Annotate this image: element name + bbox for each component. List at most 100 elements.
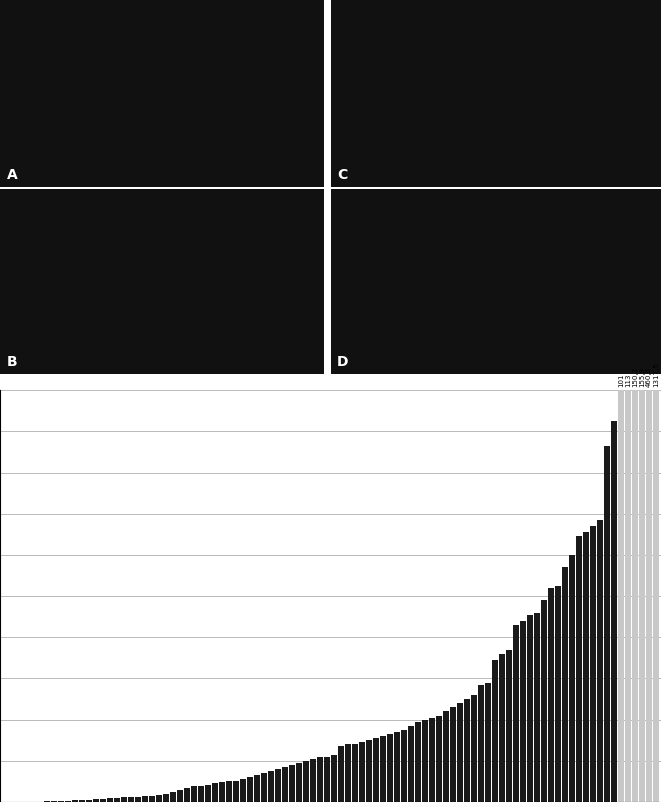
Bar [408,726,414,802]
Bar [366,740,371,802]
Bar [345,744,351,802]
Bar [520,621,526,802]
Bar [583,533,589,802]
Bar [282,767,288,802]
Bar [618,390,624,802]
Bar [212,784,217,802]
Bar [254,776,260,802]
Text: C: C [337,168,348,181]
Bar [604,446,610,802]
Text: 113: 113 [625,374,631,387]
Bar [499,654,505,802]
Text: 155,9: 155,9 [639,367,645,387]
Bar [380,736,386,802]
Bar [114,798,120,802]
Bar [555,585,561,802]
Bar [142,796,148,802]
Bar [401,730,407,802]
Bar [72,800,78,802]
Bar [373,738,379,802]
Bar [457,703,463,802]
Text: 1317,5: 1317,5 [653,363,659,387]
Bar [436,715,442,802]
Bar [541,600,547,802]
Text: 460,6: 460,6 [646,367,652,387]
Bar [0,189,324,375]
Bar [479,685,484,802]
Text: A: A [7,168,17,181]
Bar [415,722,421,802]
Bar [485,683,491,802]
Text: 101: 101 [618,374,624,387]
Bar [268,771,274,802]
Bar [653,390,659,802]
Bar [352,744,358,802]
Bar [233,780,239,802]
Bar [149,796,155,802]
Bar [450,707,456,802]
Bar [527,614,533,802]
Bar [422,719,428,802]
Text: 150,3: 150,3 [632,367,638,387]
Bar [240,780,246,802]
Bar [444,711,449,802]
Bar [107,798,113,802]
Bar [331,755,337,802]
Bar [471,695,477,802]
Bar [0,0,324,187]
Bar [226,781,232,802]
Bar [191,786,197,802]
Bar [611,421,617,802]
Bar [387,734,393,802]
Bar [290,765,295,802]
Bar [93,799,98,802]
Bar [513,625,519,802]
Bar [310,759,316,802]
Bar [65,800,71,802]
Bar [639,390,645,802]
Bar [633,390,638,802]
Bar [598,520,603,802]
Bar [590,526,596,802]
Bar [177,790,182,802]
Bar [646,390,652,802]
Bar [394,732,400,802]
Bar [247,777,253,802]
Bar [205,784,211,802]
Bar [625,390,631,802]
Bar [359,743,365,802]
Text: B: B [7,354,17,369]
Bar [506,650,512,802]
Bar [534,613,540,802]
Bar [219,782,225,802]
Bar [156,795,162,802]
Bar [79,800,85,802]
Bar [128,797,134,802]
Bar [163,794,169,802]
Bar [563,567,568,802]
Text: D: D [337,354,348,369]
Bar [464,699,470,802]
Bar [296,763,302,802]
Bar [135,796,141,802]
Bar [184,788,190,802]
Bar [330,189,661,375]
Bar [170,792,176,802]
Bar [51,801,57,802]
Bar [317,757,323,802]
Bar [198,785,204,802]
Bar [100,799,106,802]
Bar [576,537,582,802]
Bar [275,769,281,802]
Bar [261,773,267,802]
Bar [121,797,127,802]
Bar [330,0,661,187]
Bar [324,757,330,802]
Bar [338,747,344,802]
Bar [492,660,498,802]
Bar [86,800,92,802]
Bar [429,718,435,802]
Bar [548,588,554,802]
Bar [58,801,63,802]
Bar [303,761,309,802]
